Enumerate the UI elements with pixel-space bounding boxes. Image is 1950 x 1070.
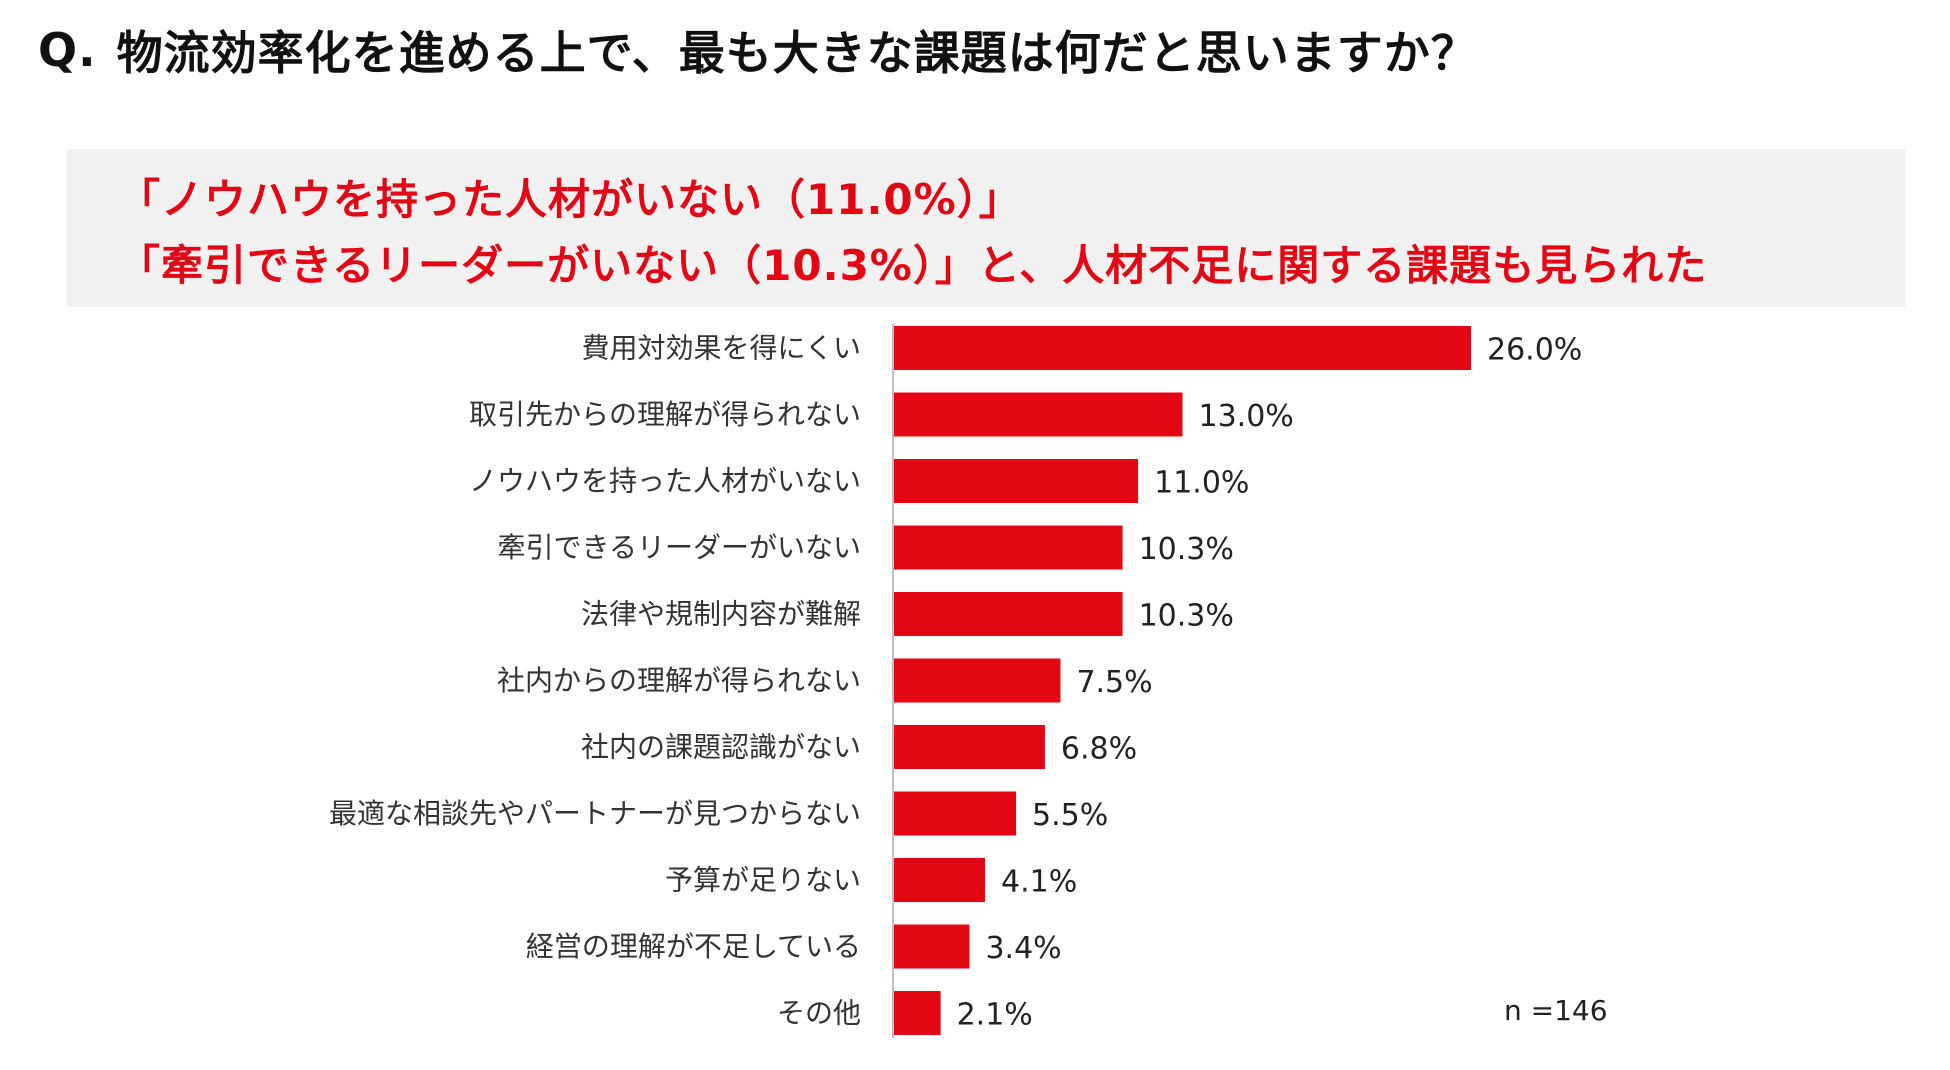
bar xyxy=(894,459,1139,503)
value-label: 10.3% xyxy=(1139,532,1234,567)
sample-size-label: n =146 xyxy=(1504,994,1608,1027)
question-title: Q. 物流効率化を進める上で、最も大きな課題は何だと思いますか？ xyxy=(38,14,1478,86)
value-label: 7.5% xyxy=(1076,665,1152,700)
value-label: 26.0% xyxy=(1487,333,1582,368)
question-prefix: Q. xyxy=(38,23,97,77)
value-label: 6.8% xyxy=(1061,732,1137,767)
category-label: 予算が足りない xyxy=(665,864,861,897)
value-label: 5.5% xyxy=(1032,798,1108,833)
value-label: 13.0% xyxy=(1199,399,1294,434)
highlight-line-1: 「ノウハウを持った人材がいない（11.0%）」 xyxy=(118,175,1022,224)
category-label: 最適な相談先やパートナーが見つからない xyxy=(329,797,861,830)
bar xyxy=(894,725,1045,769)
value-label: 11.0% xyxy=(1154,466,1249,501)
bar xyxy=(894,326,1471,370)
value-label: 3.4% xyxy=(985,931,1061,966)
highlight-line-2: 「牽引できるリーダーがいない（10.3%）」と、人材不足に関する課題も見られた xyxy=(118,241,1708,290)
bar xyxy=(894,525,1123,570)
category-label: その他 xyxy=(777,997,861,1030)
question-text: 物流効率化を進める上で、最も大きな課題は何だと思いますか？ xyxy=(116,26,1478,80)
bar xyxy=(894,592,1123,636)
category-label: 社内の課題認識がない xyxy=(581,731,861,764)
value-label: 2.1% xyxy=(957,998,1033,1033)
category-label: 牽引できるリーダーがいない xyxy=(498,531,861,564)
highlight-box xyxy=(67,149,1905,307)
bar xyxy=(894,791,1017,836)
value-label: 4.1% xyxy=(1001,865,1077,900)
category-label: 法律や規制内容が難解 xyxy=(581,598,861,631)
category-label: 経営の理解が不足している xyxy=(526,930,861,963)
value-label: 10.3% xyxy=(1139,599,1234,634)
category-label: ノウハウを持った人材がいない xyxy=(469,465,861,498)
bar xyxy=(894,924,970,969)
bar xyxy=(894,392,1183,437)
category-label: 費用対効果を得にくい xyxy=(582,332,861,365)
bar-chart: 費用対効果を得にくい 26.0% 取引先からの理解が得られない 13.0% ノウハウを持… xyxy=(329,324,1582,1038)
category-label: 社内からの理解が得られない xyxy=(497,664,861,697)
category-label: 取引先からの理解が得られない xyxy=(469,398,861,431)
bar xyxy=(894,858,985,902)
bar xyxy=(894,658,1061,703)
bar xyxy=(894,991,941,1035)
